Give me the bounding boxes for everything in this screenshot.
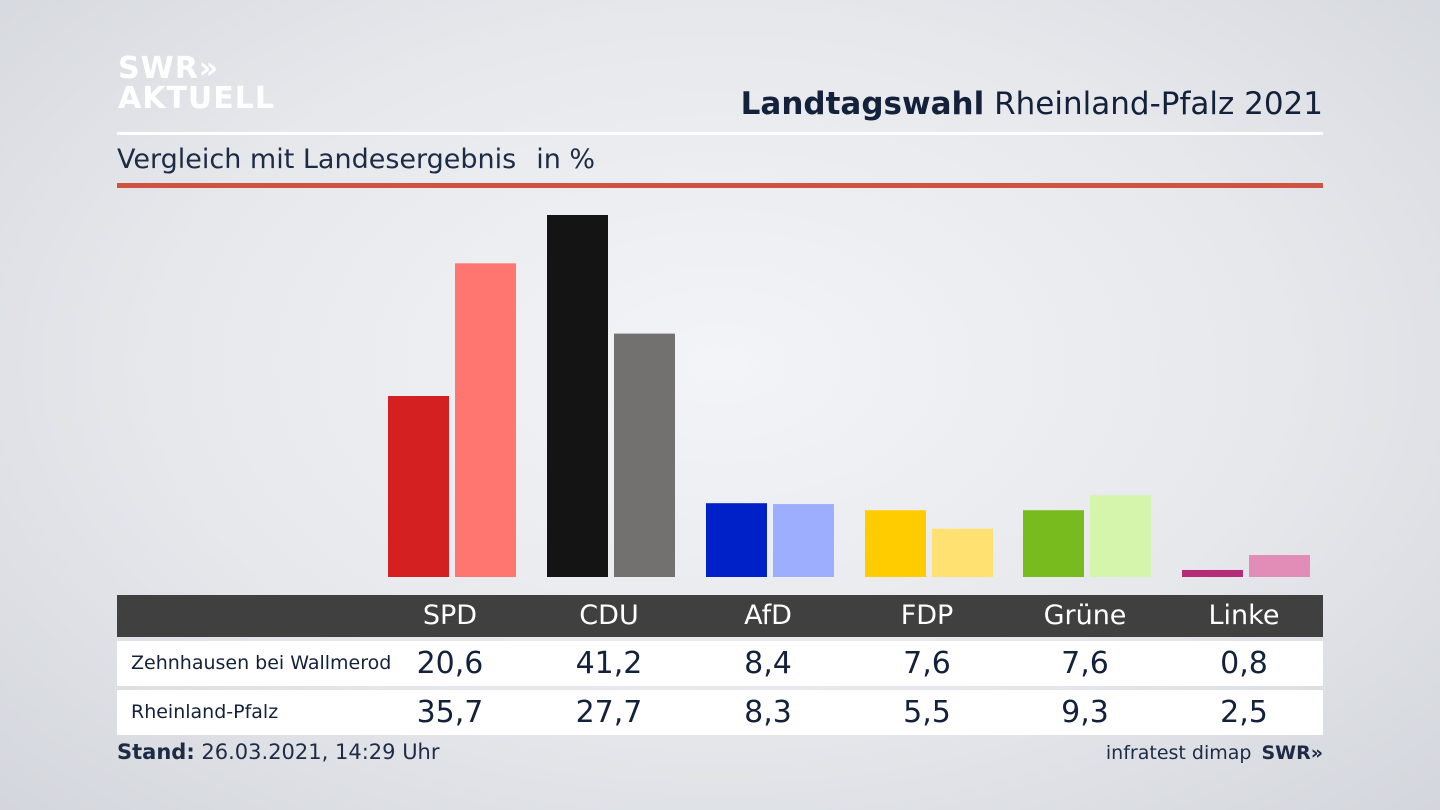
bar-afd-state — [773, 504, 834, 577]
bar-spd-local — [388, 396, 449, 577]
row-label-local: Zehnhausen bei Wallmerod — [131, 652, 392, 674]
bar-chart — [388, 215, 1310, 577]
value-fdp-local: 7,6 — [903, 646, 951, 681]
bar-cdu-local — [547, 215, 608, 577]
party-header-linke: Linke — [1208, 600, 1280, 631]
row-label-state: Rheinland-Pfalz — [131, 701, 279, 723]
logo-line-1: SWR» — [118, 51, 220, 86]
subtitle-unit: in % — [536, 144, 596, 175]
table-row: Rheinland-Pfalz 35,7 27,7 8,3 5,5 9,3 2,5 — [117, 690, 1323, 735]
party-header-gruene: Grüne — [1043, 600, 1127, 631]
bar-linke-state — [1249, 555, 1310, 577]
value-spd-local: 20,6 — [416, 646, 484, 681]
stand-label: Stand: — [117, 740, 195, 764]
value-linke-state: 2,5 — [1220, 695, 1268, 730]
value-gruene-local: 7,6 — [1061, 646, 1109, 681]
swr-aktuell-logo: SWR» AKTUELL — [118, 54, 275, 114]
timestamp: Stand: 26.03.2021, 14:29 Uhr — [117, 740, 440, 764]
title-bold: Landtagswahl — [740, 86, 985, 122]
value-gruene-state: 9,3 — [1061, 695, 1109, 730]
logo-line-2: AKTUELL — [118, 81, 276, 116]
value-afd-state: 8,3 — [744, 695, 792, 730]
value-afd-local: 8,4 — [744, 646, 792, 681]
source-text: infratest dimap — [1105, 742, 1252, 764]
results-table: SPD CDU AfD FDP Grüne Linke Zehnhausen bei Wa… — [117, 595, 1323, 735]
title-rest: Rheinland-Pfalz 2021 — [994, 86, 1323, 122]
value-linke-local: 0,8 — [1220, 646, 1268, 681]
bar-cdu-state — [614, 333, 675, 577]
bar-fdp-local — [865, 510, 926, 577]
table-header-row: SPD CDU AfD FDP Grüne Linke — [117, 595, 1323, 637]
bar-linke-local — [1182, 569, 1243, 577]
bar-gruene-state — [1090, 495, 1151, 577]
party-header-cdu: CDU — [579, 600, 639, 631]
table-row: Zehnhausen bei Wallmerod 20,6 41,2 8,4 7,6 7… — [117, 641, 1323, 686]
value-cdu-state: 27,7 — [575, 695, 643, 730]
swr-logo: SWR» — [1261, 742, 1323, 764]
bar-gruene-local — [1023, 510, 1084, 577]
page-title: Landtagswahl Rheinland-Pfalz 2021 — [741, 86, 1323, 122]
stand-value: 26.03.2021, 14:29 Uhr — [201, 740, 440, 764]
title-divider — [117, 132, 1323, 135]
party-header-afd: AfD — [744, 600, 792, 631]
value-spd-state: 35,7 — [416, 695, 484, 730]
chart-subtitle: Vergleich mit Landesergebnis in % — [117, 144, 595, 175]
value-fdp-state: 5,5 — [903, 695, 951, 730]
subtitle-text: Vergleich mit Landesergebnis — [117, 144, 517, 175]
party-header-fdp: FDP — [900, 600, 954, 631]
subtitle-divider — [117, 183, 1323, 188]
value-cdu-local: 41,2 — [575, 646, 643, 681]
data-source: infratest dimap SWR» — [1106, 742, 1323, 764]
party-header-spd: SPD — [422, 600, 478, 631]
bar-spd-state — [455, 263, 516, 577]
bar-afd-local — [706, 503, 767, 577]
bar-fdp-state — [932, 528, 993, 577]
